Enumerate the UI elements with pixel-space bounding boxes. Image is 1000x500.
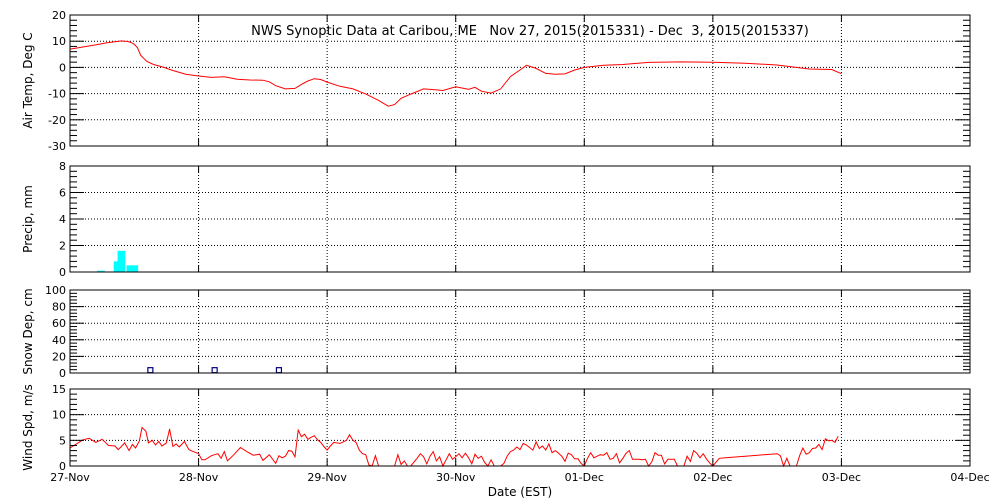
x-tick-label: 28-Nov [179,471,219,484]
air_temp-y-tick-label: -20 [48,114,66,127]
precip-y-tick-label: 0 [59,266,66,279]
x-tick-label: 02-Dec [693,471,732,484]
snow-depth-marker [211,367,218,374]
wind_speed-y-tick-label: 10 [52,409,66,422]
chart-title: NWS Synoptic Data at Caribou, ME Nov 27,… [251,24,809,39]
snow_depth-panel-frame [69,289,971,374]
wind_speed-panel-frame [69,388,971,467]
x-tick-label: 29-Nov [307,471,347,484]
precip-y-tick-label: 2 [59,240,66,253]
precip-bar [130,265,139,272]
x-tick-label: 04-Dec [950,471,989,484]
tick-layer [69,14,971,467]
wind_speed-y-tick-label: 0 [59,460,66,473]
x-tick-label: 03-Dec [822,471,861,484]
x-tick-label: 27-Nov [50,471,90,484]
frame-layer [69,14,971,467]
precip-bar [97,270,105,272]
precip-y-tick-label: 6 [59,187,66,200]
label-layer: -30 -20 -10 0 10 20 Air Temp, Deg C 0 2 4 6 8 Precip… [21,9,990,484]
snow-depth-marker [275,367,283,374]
snow_depth-y-tick-label: 0 [59,367,66,380]
precip-y-tick-label: 8 [59,160,66,173]
precip-y-tick-label: 4 [59,213,66,226]
x-tick-label: 30-Nov [436,471,476,484]
wind_speed-series-line [69,426,839,468]
grid-layer [70,15,970,466]
air_temp-y-tick-label: -10 [48,88,66,101]
air_temp-y-tick-label: -30 [48,140,66,153]
precip-y-axis-label: Precip, mm [21,185,35,253]
snow_depth-y-tick-label: 60 [52,317,66,330]
snow_depth-y-axis-label: Snow Dep, cm [21,288,35,374]
wind_speed-y-tick-label: 15 [52,383,66,396]
precip-bar [126,265,135,272]
air_temp-y-tick-label: 0 [59,61,66,74]
air_temp-y-tick-label: 10 [52,35,66,48]
snow-depth-marker [147,367,154,374]
precip-bar [117,250,126,272]
x-tick-label: 01-Dec [565,471,604,484]
snow_depth-y-tick-label: 100 [45,284,66,297]
snow_depth-y-tick-label: 40 [52,334,66,347]
air_temp-y-axis-label: Air Temp, Deg C [21,32,35,128]
x-axis-label: Date (EST) [488,485,552,499]
wind_speed-y-tick-label: 5 [59,434,66,447]
air_temp-panel-frame [69,14,971,147]
air_temp-series-line [69,40,842,107]
wind_speed-y-axis-label: Wind Spd, m/s [21,384,35,470]
air_temp-y-tick-label: 20 [52,9,66,22]
snow_depth-y-tick-label: 20 [52,350,66,363]
snow_depth-y-tick-label: 80 [52,301,66,314]
